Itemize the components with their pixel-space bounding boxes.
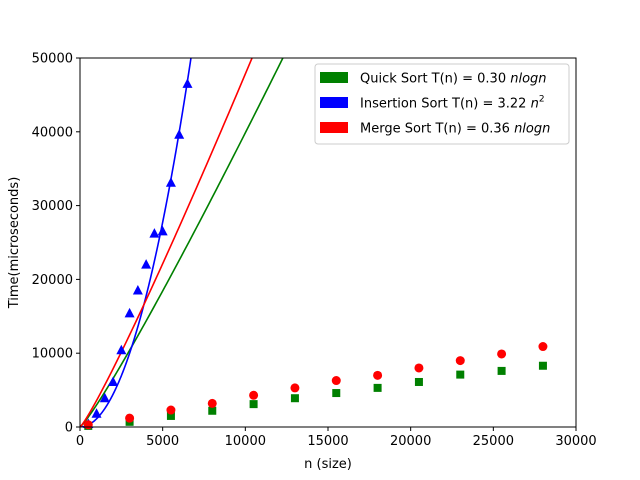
legend-entry-prefix: Quick Sort T(n) = 0.30 bbox=[360, 72, 510, 87]
quick-sort-point bbox=[208, 406, 217, 415]
merge-sort-point bbox=[538, 342, 548, 352]
quick-sort-point bbox=[166, 411, 175, 420]
legend-entry-prefix: Insertion Sort T(n) = 3.22 bbox=[360, 97, 531, 112]
y-tick-label: 0 bbox=[65, 421, 73, 436]
y-tick-label: 20000 bbox=[32, 273, 73, 288]
merge-sort-point bbox=[414, 363, 424, 373]
y-axis-label: Time(microseconds) bbox=[7, 177, 22, 310]
y-tick-label: 10000 bbox=[32, 347, 73, 362]
insertion-sort-point bbox=[141, 259, 152, 269]
insertion-sort-point bbox=[174, 129, 185, 139]
merge-sort-point bbox=[331, 376, 341, 386]
quick-sort-point bbox=[249, 400, 258, 409]
x-axis-ticks: 0 5000 10000 15000 20000 25000 30000 bbox=[76, 427, 597, 449]
insertion-sort-point bbox=[108, 376, 119, 386]
legend-entry-math: nlogn bbox=[510, 72, 546, 87]
quick-sort-point bbox=[414, 377, 423, 386]
quick-sort-point bbox=[373, 383, 382, 392]
legend-entry: Merge Sort T(n) = 0.36 nlogn bbox=[360, 122, 550, 137]
merge-sort-point bbox=[455, 356, 465, 366]
insertion-sort-point bbox=[124, 307, 135, 318]
legend-entry-superscript: 2 bbox=[539, 95, 545, 105]
legend-swatch bbox=[320, 97, 348, 108]
legend-entry: Quick Sort T(n) = 0.30 nlogn bbox=[360, 72, 547, 87]
insertion-sort-point bbox=[132, 284, 143, 295]
legend: Quick Sort T(n) = 0.30 nlogn Insertion So… bbox=[314, 63, 570, 145]
legend-entry: Insertion Sort T(n) = 3.22 n2 bbox=[360, 95, 545, 112]
x-tick-label: 25000 bbox=[473, 434, 514, 449]
y-tick-label: 40000 bbox=[32, 125, 73, 140]
merge-sort-point bbox=[373, 370, 383, 380]
x-axis-label: n (size) bbox=[304, 457, 352, 472]
quick-sort-point bbox=[497, 366, 506, 375]
y-axis-ticks: 0 10000 20000 30000 40000 50000 bbox=[32, 52, 80, 436]
x-tick-label: 15000 bbox=[307, 434, 348, 449]
x-tick-label: 0 bbox=[76, 434, 84, 449]
merge-sort-point bbox=[83, 420, 93, 430]
insertion-sort-point bbox=[116, 344, 127, 355]
insertion-sort-point bbox=[165, 177, 176, 187]
y-tick-label: 30000 bbox=[32, 199, 73, 214]
merge-sort-point bbox=[207, 398, 217, 408]
legend-swatch bbox=[320, 72, 348, 83]
y-tick-label: 50000 bbox=[32, 52, 73, 67]
quick-sort-point bbox=[456, 370, 465, 379]
merge-sort-point bbox=[166, 405, 176, 415]
quick-sort-point bbox=[290, 394, 299, 403]
x-tick-label: 20000 bbox=[390, 434, 431, 449]
x-tick-label: 10000 bbox=[225, 434, 266, 449]
legend-entry-math: nlogn bbox=[514, 122, 550, 137]
fit-line-merge-sort bbox=[80, 58, 253, 427]
insertion-sort-point bbox=[182, 78, 193, 88]
merge-sort-point bbox=[497, 349, 507, 359]
quick-sort-point bbox=[332, 389, 341, 398]
insertion-sort-point bbox=[91, 408, 102, 418]
merge-sort-point bbox=[249, 390, 259, 400]
legend-box bbox=[314, 63, 570, 145]
fit-line-quick-sort bbox=[80, 58, 284, 427]
legend-entry-math: n bbox=[531, 97, 539, 112]
legend-swatch bbox=[320, 122, 348, 133]
insertion-sort-point bbox=[99, 392, 110, 403]
merge-sort-point bbox=[290, 383, 300, 393]
insertion-sort-point bbox=[149, 228, 160, 238]
x-tick-label: 5000 bbox=[146, 434, 179, 449]
x-tick-label: 30000 bbox=[555, 434, 596, 449]
merge-sort-point bbox=[125, 413, 135, 423]
legend-entry-prefix: Merge Sort T(n) = 0.36 bbox=[360, 122, 514, 137]
quick-sort-point bbox=[538, 361, 547, 370]
insertion-sort-point bbox=[157, 225, 168, 236]
